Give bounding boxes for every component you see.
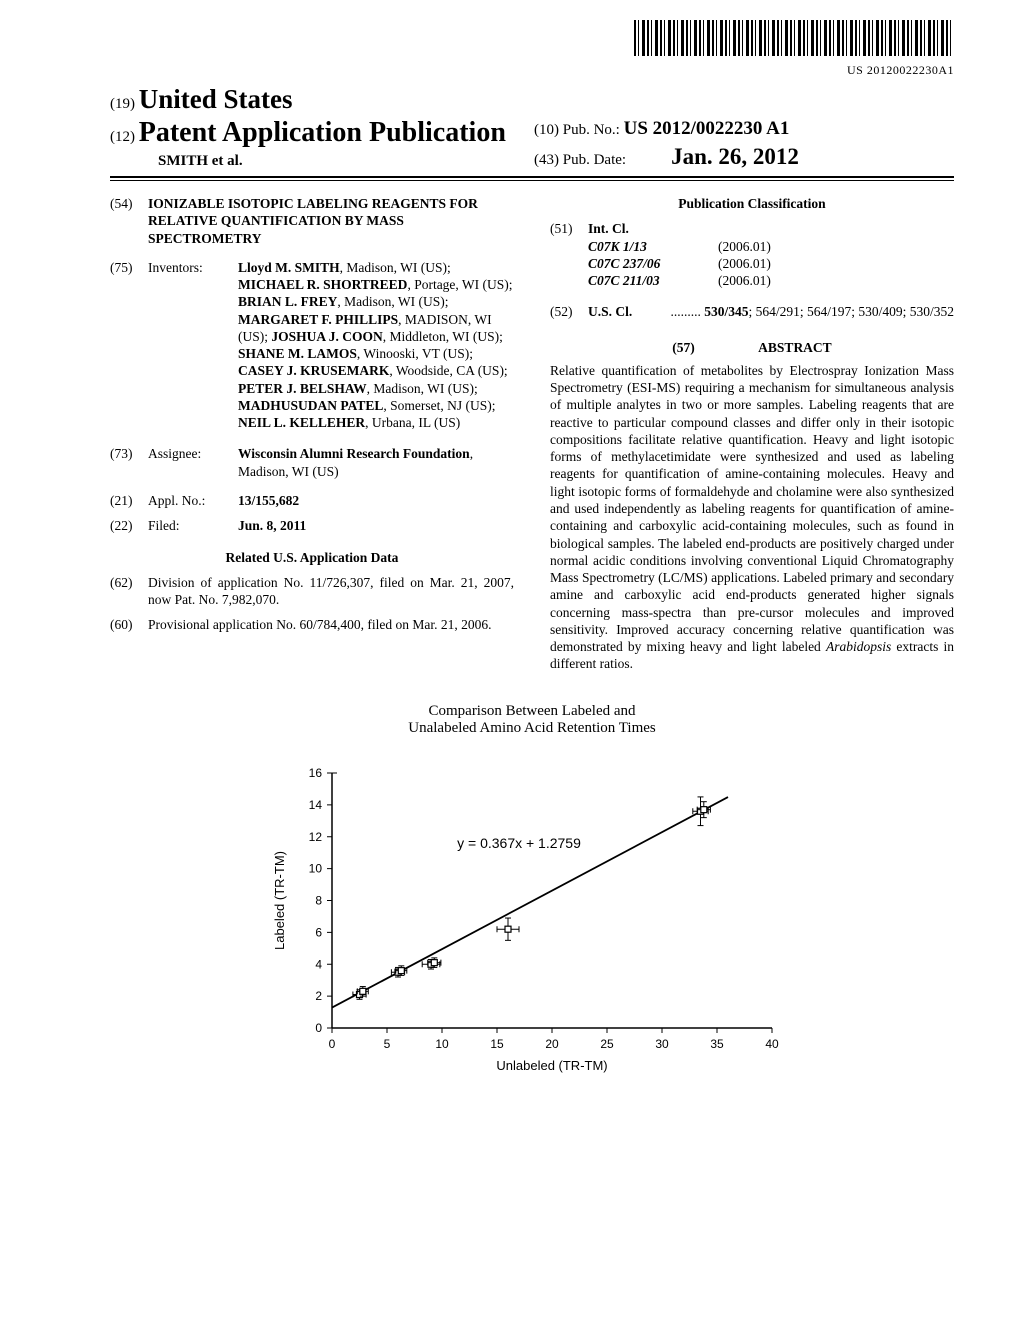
divider	[110, 180, 954, 181]
right-column: Publication Classification (51) Int. Cl.…	[550, 195, 954, 673]
inventors: (75) Inventors: Lloyd M. SMITH, Madison,…	[110, 259, 514, 432]
barcode-text: US 20120022230A1	[110, 63, 954, 78]
svg-text:20: 20	[545, 1037, 559, 1051]
divider	[110, 176, 954, 178]
related-head: Related U.S. Application Data	[110, 549, 514, 566]
provisional: (60) Provisional application No. 60/784,…	[110, 616, 514, 633]
header-line1-main: United States	[139, 84, 293, 114]
appl-no: (21) Appl. No.: 13/155,682	[110, 492, 514, 509]
barcode-graphic	[634, 20, 954, 56]
classification-head: Publication Classification	[550, 195, 954, 212]
svg-text:30: 30	[655, 1037, 669, 1051]
svg-text:4: 4	[315, 957, 322, 971]
abstract-head: (57) ABSTRACT	[550, 339, 954, 356]
svg-text:15: 15	[490, 1037, 504, 1051]
barcode-block: US 20120022230A1	[110, 20, 954, 78]
svg-text:35: 35	[710, 1037, 724, 1051]
inventors-list: Lloyd M. SMITH, Madison, WI (US); MICHAE…	[238, 259, 514, 432]
header-right: (10) Pub. No.: US 2012/0022230 A1 (43) P…	[534, 118, 954, 170]
svg-text:6: 6	[315, 925, 322, 939]
svg-text:0: 0	[315, 1021, 322, 1035]
left-column: (54) IONIZABLE ISOTOPIC LABELING REAGENT…	[110, 195, 514, 673]
header-line1: (19) United States	[110, 84, 954, 115]
chart: Comparison Between Labeled and Unalabele…	[110, 703, 954, 1083]
filed: (22) Filed: Jun. 8, 2011	[110, 517, 514, 534]
invention-title: (54) IONIZABLE ISOTOPIC LABELING REAGENT…	[110, 195, 514, 247]
svg-text:14: 14	[309, 798, 323, 812]
svg-text:25: 25	[600, 1037, 614, 1051]
header-line2-prefix: (12)	[110, 129, 135, 145]
division: (62) Division of application No. 11/726,…	[110, 574, 514, 609]
svg-text:12: 12	[309, 829, 323, 843]
pub-date: (43) Pub. Date: Jan. 26, 2012	[534, 144, 954, 170]
int-cl: (51) Int. Cl. C07K 1/13(2006.01)C07C 237…	[550, 220, 954, 289]
intcl-row: C07C 211/03(2006.01)	[588, 272, 954, 289]
svg-text:40: 40	[765, 1037, 779, 1051]
svg-text:5: 5	[384, 1037, 391, 1051]
svg-text:y = 0.367x + 1.2759: y = 0.367x + 1.2759	[457, 835, 581, 851]
svg-text:Unlabeled (TR-TM): Unlabeled (TR-TM)	[496, 1058, 607, 1073]
us-cl: (52) U.S. Cl. ......... 530/345; 564/291…	[550, 303, 954, 320]
chart-svg: 0 2 4 6 8 10 12 14 16 0 5 10 15 20 25 30 35 40 y = 0.367x …	[252, 753, 812, 1083]
svg-text:Labeled (TR-TM): Labeled (TR-TM)	[272, 851, 287, 950]
intcl-row: C07C 237/06(2006.01)	[588, 255, 954, 272]
svg-text:16: 16	[309, 766, 323, 780]
assignee: (73) Assignee: Wisconsin Alumni Research…	[110, 445, 514, 480]
svg-text:8: 8	[315, 893, 322, 907]
abstract-text: Relative quantification of metabolites b…	[550, 362, 954, 673]
svg-text:10: 10	[435, 1037, 449, 1051]
svg-text:2: 2	[315, 989, 322, 1003]
svg-text:0: 0	[329, 1037, 336, 1051]
chart-title: Comparison Between Labeled and Unalabele…	[110, 703, 954, 737]
columns: (54) IONIZABLE ISOTOPIC LABELING REAGENT…	[110, 195, 954, 673]
header-line2-main: Patent Application Publication	[139, 117, 506, 148]
svg-text:10: 10	[309, 861, 323, 875]
intcl-row: C07K 1/13(2006.01)	[588, 238, 954, 255]
header: (19) United States (12) Patent Applicati…	[110, 84, 954, 170]
header-line1-prefix: (19)	[110, 96, 135, 112]
pub-no: (10) Pub. No.: US 2012/0022230 A1	[534, 118, 954, 140]
